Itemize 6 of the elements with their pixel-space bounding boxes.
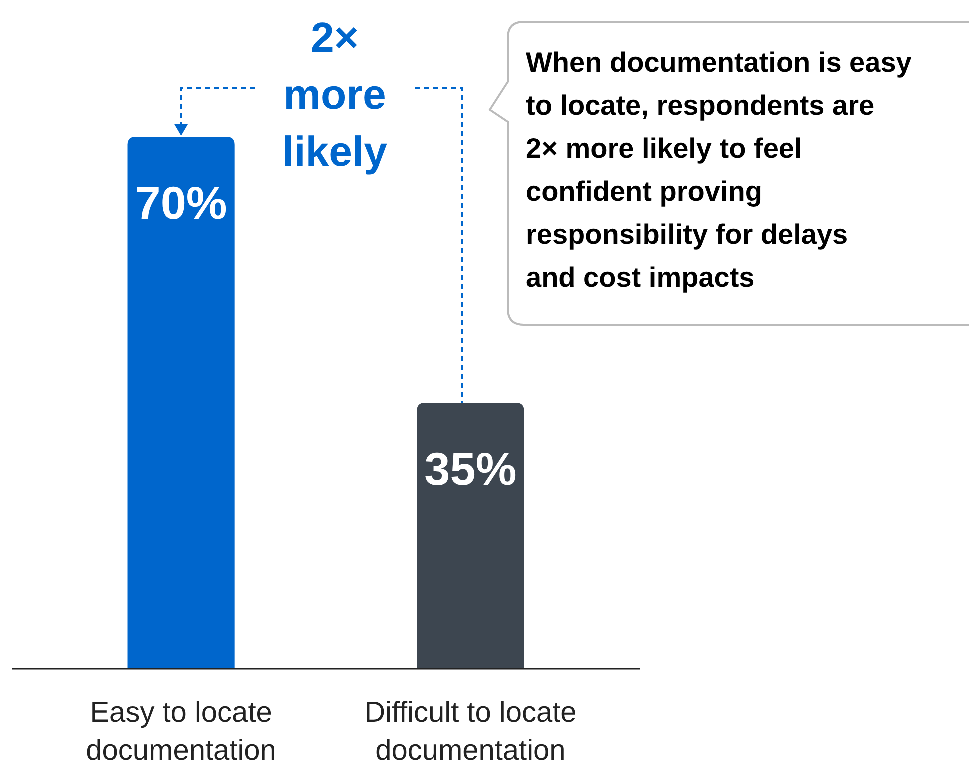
x-tick-label: Easy to locate documentation: [86, 697, 276, 764]
data-label: 35%: [424, 443, 517, 495]
data-label: 70%: [135, 177, 228, 229]
x-tick-label: Difficult to locate documentation: [364, 697, 577, 764]
annotation: When documentation is easy to locate, respondents are 2× more likely to feel confident proving responsibility for delays and cost impacts: [526, 47, 912, 293]
annotation: 2× more likely: [282, 14, 388, 175]
